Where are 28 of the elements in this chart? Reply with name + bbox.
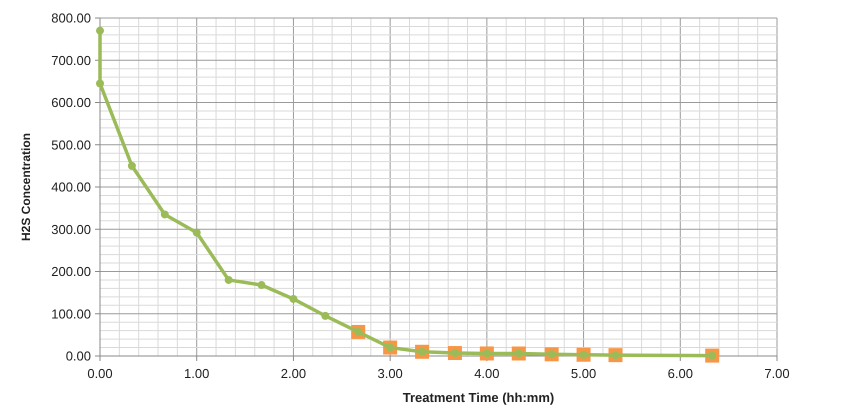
y-tick-label: 100.00 (51, 306, 91, 322)
x-tick-label: 6.00 (668, 366, 693, 381)
x-tick-label: 7.00 (764, 366, 790, 381)
x-tick-label: 5.00 (570, 366, 596, 381)
point (224, 276, 233, 284)
point (128, 162, 136, 170)
y-tick-label: 400.00 (51, 180, 91, 195)
point (192, 228, 201, 237)
y-tick-label: 600.00 (51, 95, 91, 110)
point (160, 210, 169, 218)
y-axis-title: H2S Concentration (19, 132, 33, 242)
point (321, 312, 330, 320)
y-tick-label: 300.00 (51, 222, 91, 237)
point (258, 281, 266, 290)
y-tick-label: 0.00 (66, 348, 91, 364)
point (289, 294, 298, 303)
x-tick-label: 2.00 (280, 366, 306, 381)
x-tick-label: 0.00 (87, 366, 113, 381)
y-tick-label: 800.00 (51, 10, 91, 26)
x-tick-label: 4.00 (474, 366, 500, 381)
x-tick-label: 1.00 (184, 366, 210, 381)
point (96, 26, 104, 35)
x-tick-label: 3.00 (377, 366, 403, 381)
y-tick-label: 700.00 (51, 52, 91, 68)
point (96, 79, 104, 88)
y-tick-label: 200.00 (51, 264, 91, 280)
y-tick-label: 500.00 (51, 137, 91, 152)
x-axis-title: Treatment Time (hh:mm) (402, 390, 554, 405)
